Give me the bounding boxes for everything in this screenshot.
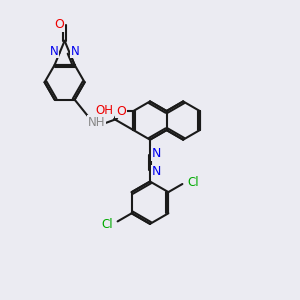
Text: N: N — [50, 45, 59, 58]
Text: Cl: Cl — [102, 218, 113, 231]
Text: O: O — [116, 105, 126, 118]
Text: N: N — [152, 147, 161, 160]
Text: NH: NH — [88, 116, 105, 129]
Text: OH: OH — [96, 104, 114, 118]
Text: N: N — [70, 45, 79, 58]
Text: N: N — [152, 165, 161, 178]
Text: Cl: Cl — [188, 176, 199, 189]
Text: O: O — [54, 18, 64, 31]
